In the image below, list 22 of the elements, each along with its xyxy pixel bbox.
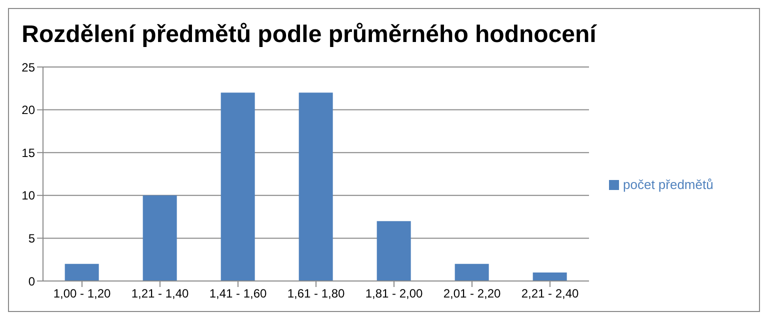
legend-label: počet předmětů xyxy=(623,176,714,192)
bar xyxy=(532,272,567,281)
chart-title: Rozdělení předmětů podle průměrného hodnocení xyxy=(20,20,598,50)
x-tick-label: 1,21 - 1,40 xyxy=(131,286,190,301)
y-tick-label: 0 xyxy=(28,274,36,288)
x-tick-label: 1,81 - 2,00 xyxy=(365,286,424,301)
x-tick-label: 2,01 - 2,20 xyxy=(443,286,502,301)
y-tick-label: 20 xyxy=(22,103,36,118)
x-tick-label: 1,00 - 1,20 xyxy=(53,286,112,301)
bar xyxy=(376,221,411,281)
x-tick-label: 2,21 - 2,40 xyxy=(521,286,580,301)
x-tick-label: 1,41 - 1,60 xyxy=(209,286,268,301)
y-tick-label: 10 xyxy=(22,188,36,203)
x-tick-label: 1,61 - 1,80 xyxy=(287,286,346,301)
bar xyxy=(64,264,99,281)
bar xyxy=(454,264,489,281)
bar xyxy=(220,92,255,281)
y-tick-label: 25 xyxy=(22,60,36,74)
y-tick-label: 5 xyxy=(28,231,36,246)
bar xyxy=(298,92,333,281)
y-tick-label: 15 xyxy=(22,146,36,160)
bar xyxy=(142,195,177,281)
